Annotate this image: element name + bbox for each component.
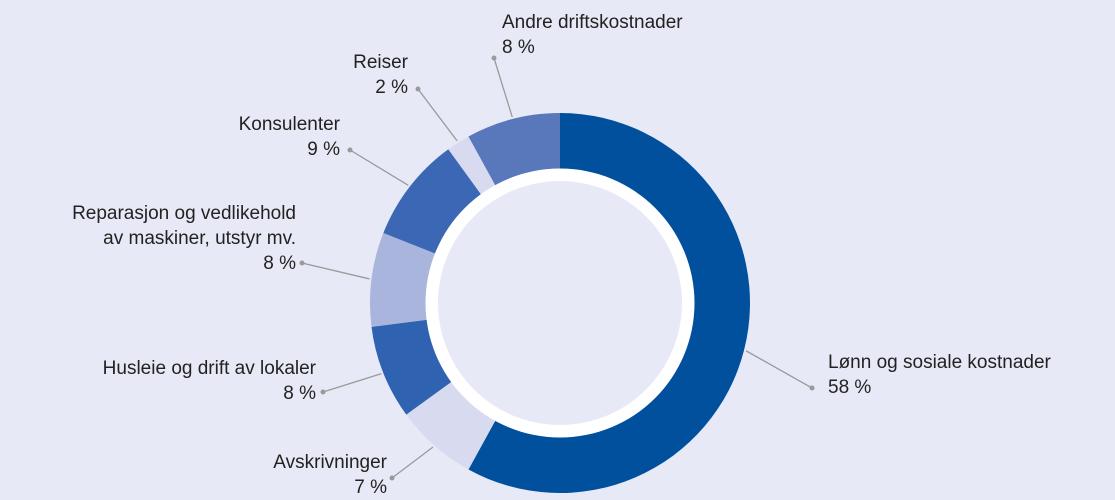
leader-dot <box>347 147 353 153</box>
slice-label: Andre driftskostnader 8 % <box>502 10 683 60</box>
value-label: 8 % <box>502 36 535 58</box>
slice-label: Konsulenter 9 % <box>239 112 340 162</box>
leader-line <box>417 88 458 142</box>
category-label: Andre driftskostnader <box>502 11 683 33</box>
leader-dot <box>299 260 305 266</box>
donut-slice <box>468 113 560 186</box>
donut-slice <box>369 233 436 327</box>
category-label: Avskrivninger <box>273 451 387 473</box>
value-label: 2 % <box>375 76 408 98</box>
donut-slice <box>371 319 452 415</box>
slice-label: Reparasjon og vedlikehold av maskiner, u… <box>72 201 296 276</box>
slice-label: Reiser 2 % <box>353 50 408 100</box>
value-label: 8 % <box>263 252 296 274</box>
category-label: Reparasjon og vedlikehold av maskiner, u… <box>72 202 296 249</box>
leader-line <box>301 262 370 280</box>
slice-label: Lønn og sosiale kostnader 58 % <box>828 350 1051 400</box>
leader-dot <box>389 475 395 481</box>
value-label: 7 % <box>354 476 387 498</box>
value-label: 8 % <box>283 382 316 404</box>
leader-line <box>391 446 434 479</box>
leader-line <box>349 149 409 186</box>
inner-hole <box>438 181 682 425</box>
leader-dot <box>809 385 815 391</box>
category-label: Husleie og drift av lokaler <box>102 357 316 379</box>
category-label: Konsulenter <box>238 113 340 135</box>
leader-dot <box>491 55 497 61</box>
donut-slice <box>448 136 496 195</box>
leader-dot <box>320 389 326 395</box>
category-label: Reiser <box>353 51 408 73</box>
value-label: 58 % <box>828 376 872 398</box>
slice-label: Avskrivninger 7 % <box>273 450 387 500</box>
leader-line <box>322 373 382 393</box>
donut-slice <box>406 381 496 470</box>
leader-line <box>493 57 513 118</box>
value-label: 9 % <box>307 138 340 160</box>
slice-label: Husleie og drift av lokaler 8 % <box>103 356 316 406</box>
leader-dot <box>415 86 421 92</box>
donut-slice <box>383 149 482 254</box>
donut-slice <box>468 113 750 493</box>
category-label: Lønn og sosiale kostnader <box>828 351 1051 373</box>
leader-line <box>745 350 813 389</box>
